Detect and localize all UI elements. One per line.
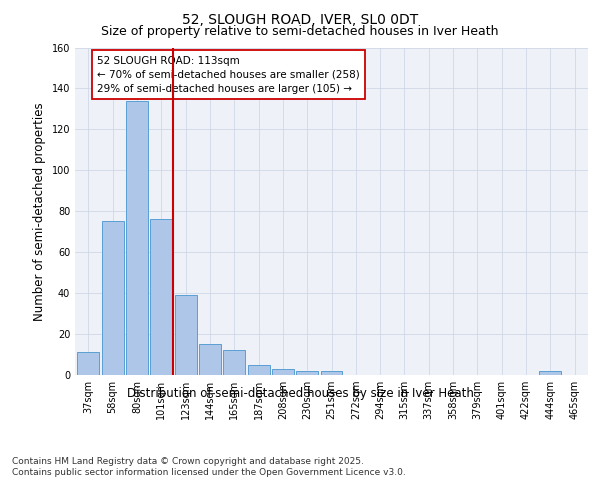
Bar: [539, 371, 561, 375]
Y-axis label: Number of semi-detached properties: Number of semi-detached properties: [33, 102, 46, 320]
Bar: [320, 371, 343, 375]
Bar: [223, 350, 245, 375]
Bar: [272, 369, 294, 375]
Bar: [151, 220, 172, 375]
Bar: [175, 295, 197, 375]
Bar: [77, 352, 100, 375]
Text: 52, SLOUGH ROAD, IVER, SL0 0DT: 52, SLOUGH ROAD, IVER, SL0 0DT: [182, 12, 418, 26]
Text: Contains HM Land Registry data © Crown copyright and database right 2025.
Contai: Contains HM Land Registry data © Crown c…: [12, 458, 406, 477]
Text: Size of property relative to semi-detached houses in Iver Heath: Size of property relative to semi-detach…: [101, 25, 499, 38]
Text: Distribution of semi-detached houses by size in Iver Heath: Distribution of semi-detached houses by …: [127, 388, 473, 400]
Bar: [126, 100, 148, 375]
Bar: [199, 344, 221, 375]
Bar: [248, 365, 269, 375]
Bar: [296, 371, 318, 375]
Text: 52 SLOUGH ROAD: 113sqm
← 70% of semi-detached houses are smaller (258)
29% of se: 52 SLOUGH ROAD: 113sqm ← 70% of semi-det…: [97, 56, 359, 94]
Bar: [102, 222, 124, 375]
